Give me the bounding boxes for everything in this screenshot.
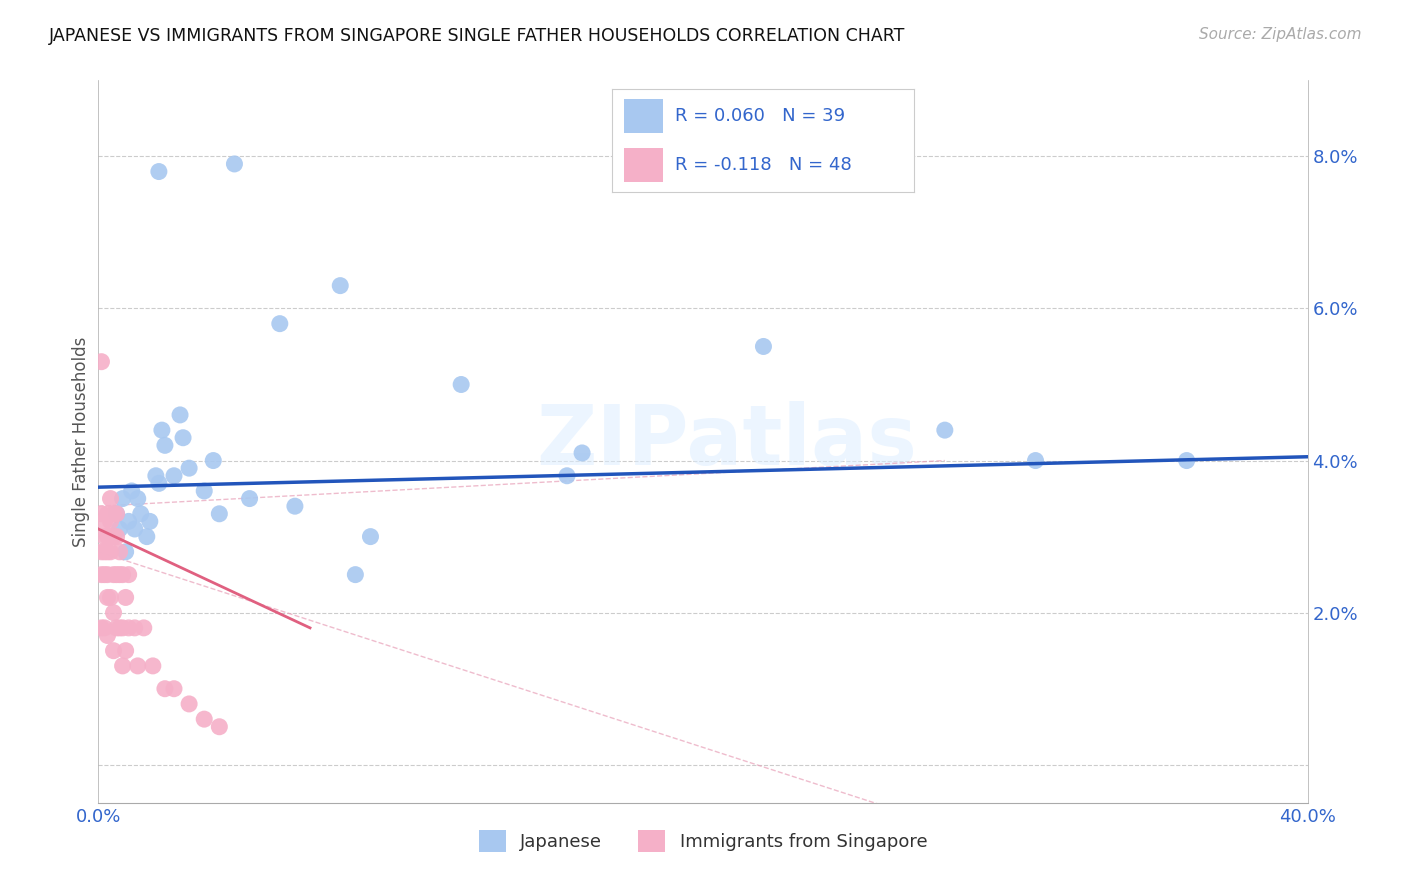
Point [139,515,162,529]
Point [114,545,136,559]
Point [1175,453,1198,467]
Text: R = 0.060   N = 39: R = 0.060 N = 39 [675,107,845,125]
Y-axis label: Single Father Households: Single Father Households [72,336,90,547]
Point [93,545,115,559]
Point [121,483,143,498]
Point [90,545,112,559]
Point [114,591,136,605]
Point [124,621,146,635]
Point [202,453,225,467]
Point [150,423,173,437]
Legend: Japanese, Immigrants from Singapore: Japanese, Immigrants from Singapore [471,822,935,859]
Point [127,491,149,506]
Point [193,483,215,498]
Point [127,659,149,673]
Point [1024,453,1046,467]
Point [103,530,125,544]
Point [90,354,112,368]
Point [108,567,131,582]
Text: JAPANESE VS IMMIGRANTS FROM SINGAPORE SINGLE FATHER HOUSEHOLDS CORRELATION CHART: JAPANESE VS IMMIGRANTS FROM SINGAPORE SI… [49,27,905,45]
Point [153,681,176,696]
Text: R = -0.118   N = 48: R = -0.118 N = 48 [675,155,852,174]
Point [108,545,131,559]
Point [103,507,125,521]
Point [103,567,125,582]
Point [329,278,352,293]
Point [142,659,165,673]
Point [153,438,176,452]
Point [208,507,231,521]
Point [129,507,152,521]
Point [100,545,122,559]
Point [934,423,956,437]
Point [344,567,367,582]
Point [111,491,134,506]
Point [105,507,128,521]
Point [96,545,118,559]
Point [96,591,118,605]
Point [93,621,115,635]
Point [118,621,141,635]
Point [105,507,128,521]
Point [132,621,155,635]
Point [135,530,157,544]
Point [105,567,128,582]
Point [269,317,291,331]
Point [163,468,186,483]
Point [90,507,112,521]
Point [100,515,122,529]
Point [148,476,170,491]
Point [105,621,128,635]
Point [114,643,136,657]
Point [284,499,307,513]
Point [100,491,122,506]
Bar [624,148,664,181]
Point [105,530,128,544]
Point [172,431,194,445]
Point [179,461,201,475]
Point [96,530,118,544]
Point [163,681,186,696]
Point [179,697,201,711]
Point [96,507,118,521]
Point [111,621,134,635]
Point [93,515,115,529]
Point [450,377,472,392]
Point [124,522,146,536]
Point [100,591,122,605]
Point [193,712,215,726]
Point [108,522,131,536]
Point [108,621,131,635]
Text: ZIPatlas: ZIPatlas [537,401,918,482]
Point [90,621,112,635]
Point [145,468,167,483]
Bar [624,99,664,133]
Point [111,659,134,673]
Point [148,164,170,178]
Point [752,339,775,353]
Point [103,643,125,657]
Point [93,567,115,582]
Point [118,567,141,582]
Point [208,720,231,734]
Point [103,606,125,620]
Point [224,157,246,171]
Point [555,468,578,483]
Point [360,530,382,544]
Point [96,628,118,642]
Point [90,567,112,582]
Text: Source: ZipAtlas.com: Source: ZipAtlas.com [1198,27,1361,42]
Point [96,567,118,582]
Point [111,567,134,582]
Point [118,515,141,529]
Point [100,530,122,544]
Point [239,491,262,506]
Point [93,530,115,544]
Point [169,408,191,422]
Point [571,446,593,460]
